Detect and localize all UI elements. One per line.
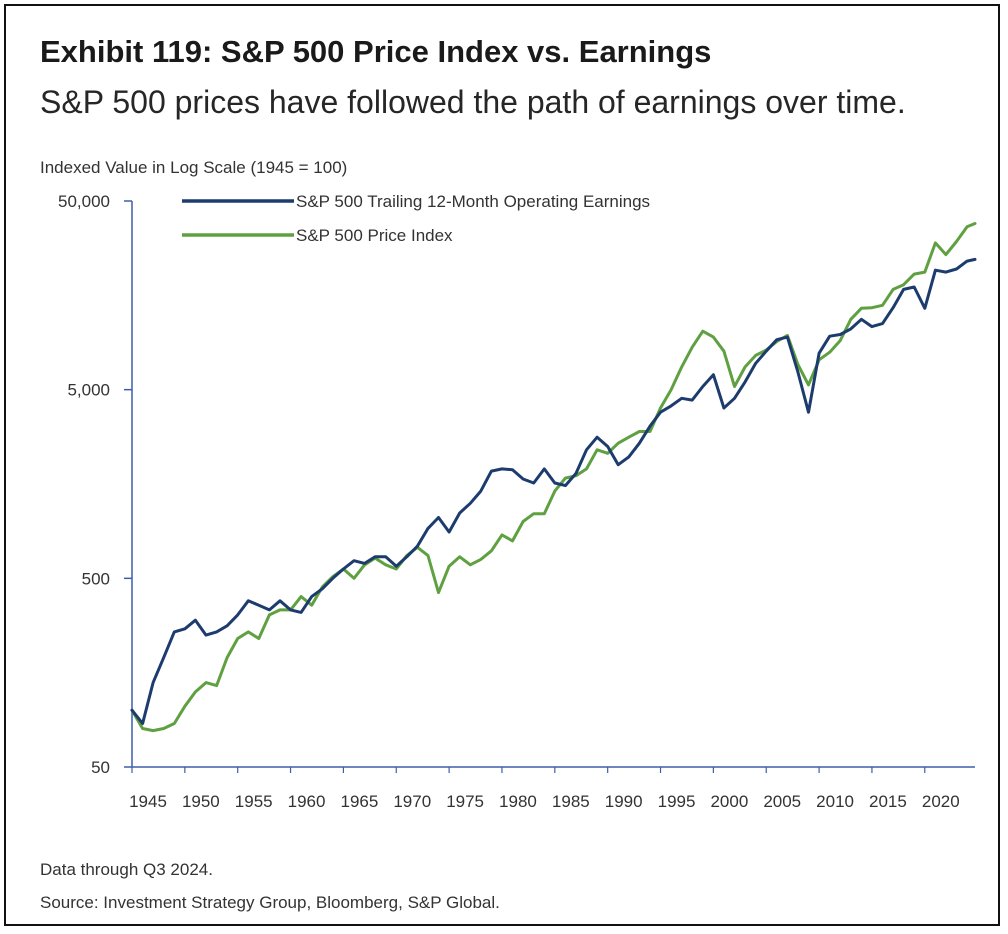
x-tick-label: 1950 — [182, 792, 220, 811]
series-group — [130, 222, 977, 733]
x-tick-label: 2015 — [869, 792, 907, 811]
x-tick-label: 2020 — [922, 792, 960, 811]
axes-group: 50 500 5,000 50,000 1945 1950 1955 1960 1965 1970… — [58, 192, 975, 811]
x-tick-label: 1980 — [499, 792, 537, 811]
x-tick-label: 2005 — [763, 792, 801, 811]
x-tick-label: 1955 — [235, 792, 273, 811]
y-axis-label: Indexed Value in Log Scale (1945 = 100) — [40, 158, 348, 177]
x-tick-label: 2010 — [816, 792, 854, 811]
x-tick-label: 1960 — [288, 792, 326, 811]
x-tick-label: 1990 — [605, 792, 643, 811]
legend-label-price: S&P 500 Price Index — [296, 226, 453, 245]
x-tick-label: 1975 — [446, 792, 484, 811]
chart-subtitle: S&P 500 prices have followed the path of… — [40, 84, 906, 120]
y-tick-label: 50,000 — [58, 192, 110, 211]
x-tick-label: 1985 — [552, 792, 590, 811]
legend-label-earnings: S&P 500 Trailing 12-Month Operating Earn… — [296, 192, 650, 211]
price-series-line — [130, 222, 977, 733]
data-note: Data through Q3 2024. — [40, 860, 213, 879]
x-tick-label: 1995 — [658, 792, 696, 811]
y-tick-label: 5,000 — [67, 381, 110, 400]
x-tick-label: 2000 — [710, 792, 748, 811]
x-tick-label: 1965 — [340, 792, 378, 811]
x-tick-label: 1945 — [129, 792, 167, 811]
x-tick-label: 1970 — [393, 792, 431, 811]
source-note: Source: Investment Strategy Group, Bloom… — [40, 893, 500, 912]
chart-title: Exhibit 119: S&P 500 Price Index vs. Ear… — [40, 34, 712, 69]
legend: S&P 500 Trailing 12-Month Operating Earn… — [182, 192, 650, 245]
y-tick-label: 50 — [91, 758, 110, 777]
y-tick-label: 500 — [82, 569, 110, 588]
